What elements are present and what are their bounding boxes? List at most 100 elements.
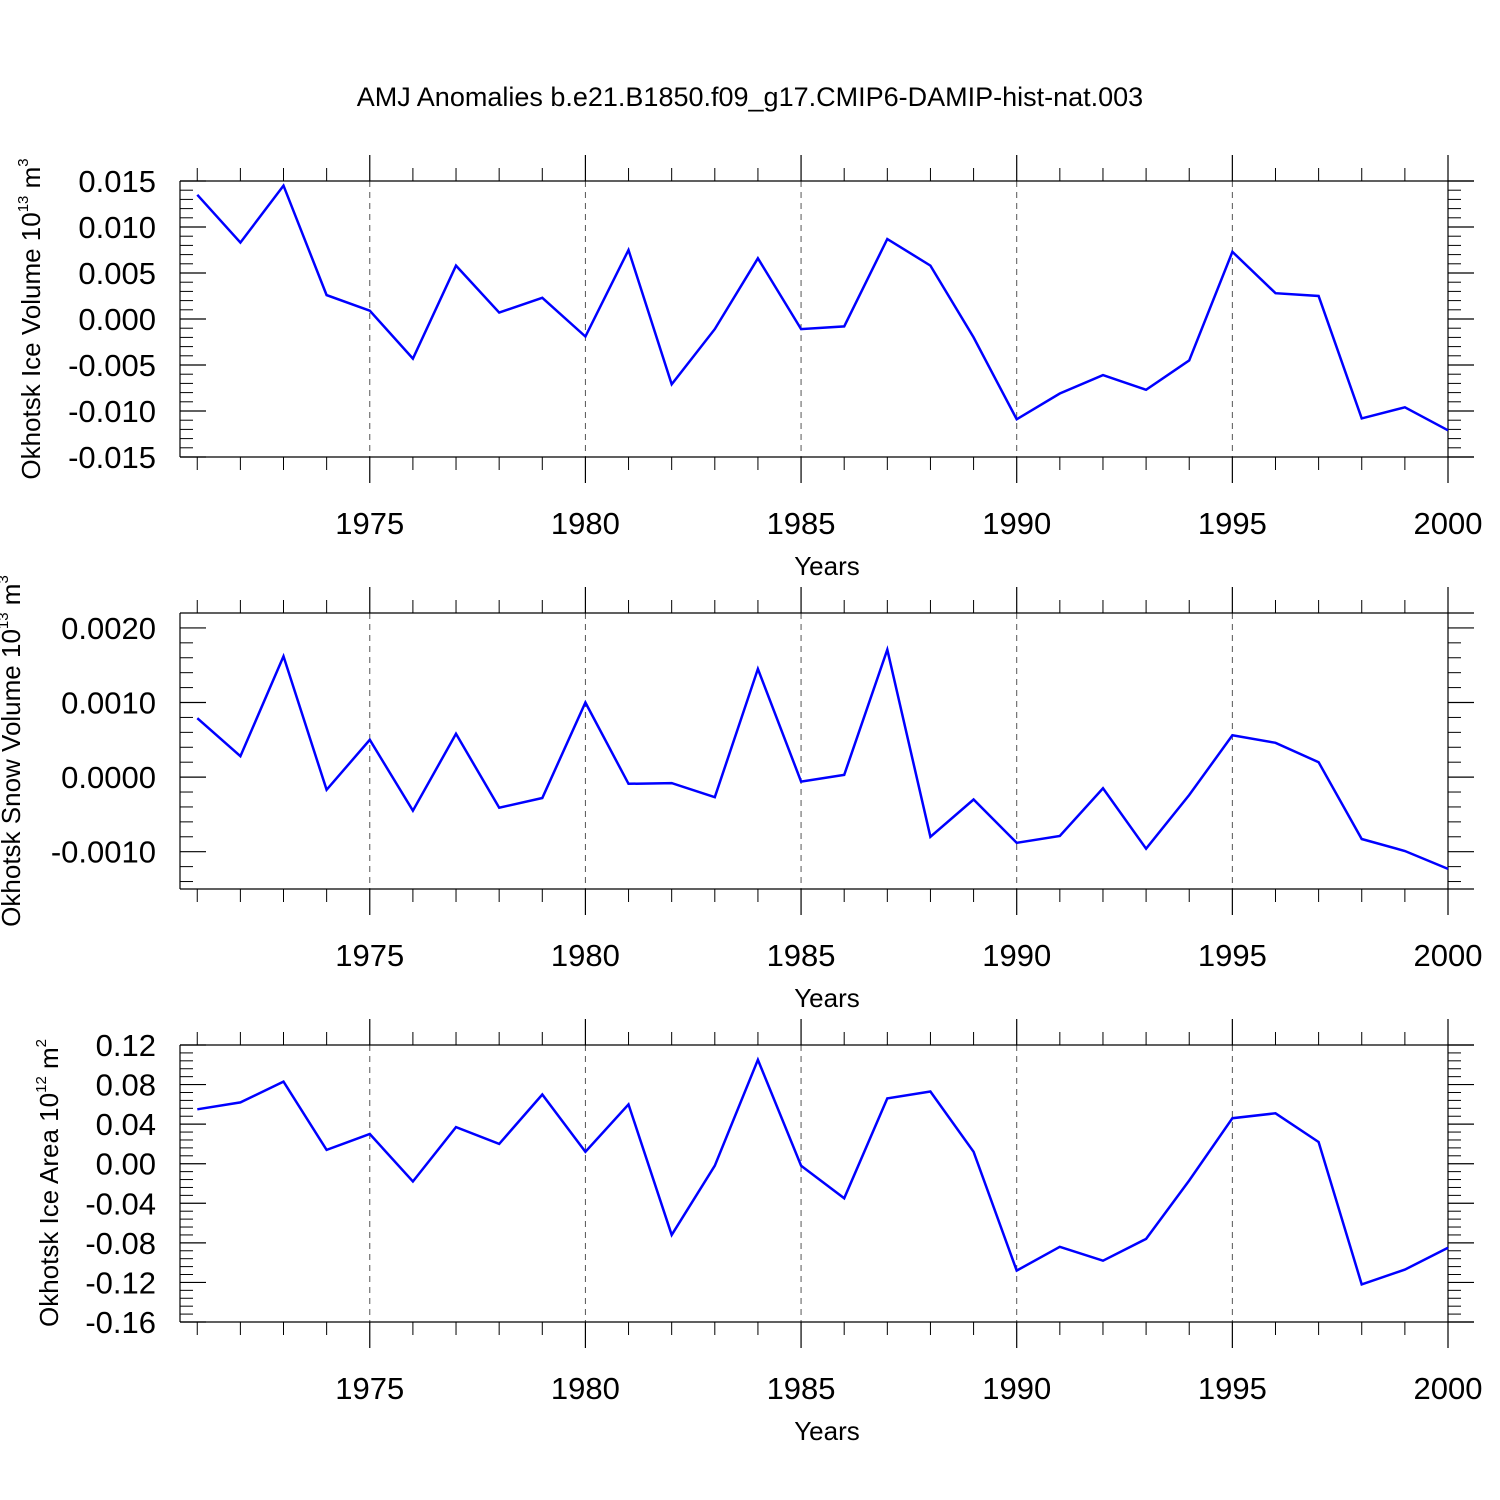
y-tick-label: -0.08 [85,1226,156,1261]
data-point [1188,1179,1191,1182]
data-point [627,782,630,785]
data-point [282,184,285,187]
data-point [1447,867,1450,870]
data-point [498,311,501,314]
data-point [1145,847,1148,850]
y-tick-label: -0.16 [85,1305,156,1340]
x-tick-label: 2000 [1414,938,1483,973]
x-tick-label: 1980 [551,1371,620,1406]
y-tick-label: -0.005 [68,348,156,383]
data-point [1360,417,1363,420]
data-point [713,1164,716,1167]
data-point [498,1142,501,1145]
data-point [1403,1268,1406,1271]
x-tick-label: 1990 [982,506,1051,541]
y-tick-label: -0.010 [68,394,156,429]
data-point [843,773,846,776]
data-point [1145,388,1148,391]
x-tick-label: 1995 [1198,506,1267,541]
data-point [1015,418,1018,421]
x-tick-label: 1975 [335,938,404,973]
x-tick-label: 1995 [1198,938,1267,973]
data-point [196,193,199,196]
y-tick-label: 0.005 [78,256,156,291]
y-tick-label: 0.12 [96,1028,156,1063]
data-point [1274,741,1277,744]
y-tick-label: 0.015 [78,164,156,199]
data-point [1058,392,1061,395]
series-line [196,183,1449,432]
data-point [670,782,673,785]
x-tick-label: 1995 [1198,1371,1267,1406]
data-point [1447,429,1450,432]
data-point [1145,1237,1148,1240]
data-point [584,335,587,338]
data-point [843,1197,846,1200]
y-tick-label: 0.08 [96,1068,156,1103]
data-point [1058,835,1061,838]
data-point [713,796,716,799]
data-point [713,328,716,331]
data-point [368,1133,371,1136]
series-line [196,645,1449,871]
figure-title: AMJ Anomalies b.e21.B1850.f09_g17.CMIP6-… [357,82,1143,112]
data-point [670,383,673,386]
data-point [368,738,371,741]
data-point [627,1103,630,1106]
data-point [325,294,328,297]
data-point [1015,841,1018,844]
data-point [239,755,242,758]
data-point [1274,292,1277,295]
data-point [886,648,889,651]
data-point [1447,1246,1450,1249]
y-axis-title: Okhotsk Ice Volume 1013 m3 [15,158,46,479]
data-point [800,780,803,783]
data-point [541,296,544,299]
x-tick-label: 1985 [767,506,836,541]
x-tick-label: 1980 [551,938,620,973]
data-point [1015,1269,1018,1272]
data-point [972,1150,975,1153]
data-point [455,1126,458,1129]
data-point [196,717,199,720]
data-point [756,667,759,670]
data-point [541,1093,544,1096]
data-point [800,328,803,331]
data-point [239,241,242,244]
data-point [1058,1245,1061,1248]
x-tick-label: 2000 [1414,1371,1483,1406]
panels: 1975 1980 1985 1990 1995 2000 Years -0.015 -0.01… [0,155,1482,1446]
data-point [196,1108,199,1111]
y-axis-title: Okhotsk Snow Volume 1013 m3 [0,575,26,927]
data-point [756,1058,759,1061]
data-point [1360,1283,1363,1286]
data-point [411,809,414,812]
data-point [1317,295,1320,298]
data-point [972,798,975,801]
data-point [929,264,932,267]
data-point [929,835,932,838]
y-axis-title: Okhotsk Ice Area 1012 m2 [33,1039,64,1327]
x-tick-label: 1990 [982,938,1051,973]
data-point [498,806,501,809]
x-tick-label: 2000 [1414,506,1483,541]
data-point [1188,359,1191,362]
data-point [1101,1259,1104,1262]
data-point [1231,1117,1234,1120]
data-point [325,1148,328,1151]
y-tick-label: 0.0020 [61,611,156,646]
y-tick-label: 0.0000 [61,760,156,795]
data-point [411,1180,414,1183]
data-point [1274,1112,1277,1115]
y-tick-label: -0.0010 [51,835,156,870]
data-point [282,1080,285,1083]
x-tick-label: 1990 [982,1371,1051,1406]
series-line [197,1056,1449,1287]
x-tick-label: 1975 [335,1371,404,1406]
data-point [1101,787,1104,790]
data-point [1188,794,1191,797]
panel-3: 1975 1980 1985 1990 1995 2000 Years -0.16 -0.12 -… [33,1019,1482,1446]
data-point [541,796,544,799]
x-axis-title: Years [794,983,860,1013]
